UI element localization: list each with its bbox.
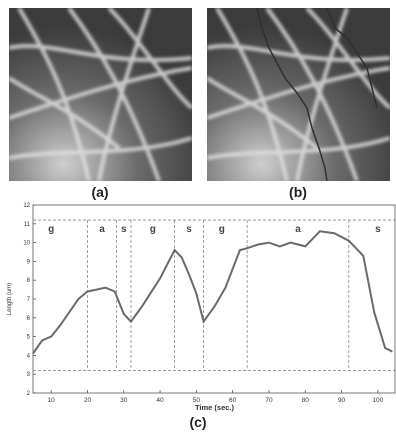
y-tick-label: 5 — [27, 335, 31, 341]
x-axis-label: Time (sec.) — [195, 403, 235, 412]
length-time-chart: 10 20 30 40 50 60 70 80 90 100 2 3 4 5 6 7 8 9 10 11 12 g a s g s… — [7, 203, 396, 412]
x-tick-label: 60 — [229, 397, 237, 404]
phase-label: s — [121, 224, 127, 235]
filament-image-a — [9, 8, 192, 181]
y-tick-label: 11 — [24, 222, 31, 228]
y-tick-label: 10 — [23, 241, 30, 247]
y-tick-label: 9 — [27, 259, 31, 265]
tracked-filament-line-2 — [326, 8, 378, 109]
micrograph-panel-a — [9, 8, 192, 181]
phase-label: g — [48, 224, 54, 235]
y-tick-label: 7 — [27, 297, 31, 303]
phase-label: s — [186, 224, 192, 235]
x-tick-label: 40 — [156, 397, 164, 404]
x-tick-label: 20 — [84, 397, 92, 404]
x-tick-label: 70 — [265, 397, 273, 404]
y-tick-label: 3 — [27, 372, 31, 378]
filament-image-b — [207, 8, 390, 181]
y-tick-label: 2 — [27, 391, 31, 397]
micrograph-panel-b — [207, 8, 390, 181]
y-tick-label: 6 — [27, 316, 31, 322]
panel-label-c: (c) — [189, 414, 207, 430]
phase-label: a — [295, 224, 301, 235]
phase-label: g — [150, 224, 156, 235]
x-tick-label: 80 — [302, 397, 310, 404]
x-tick-label: 90 — [338, 397, 346, 404]
plot-frame — [32, 204, 396, 394]
series-line — [32, 230, 393, 355]
y-tick-label: 4 — [27, 353, 31, 359]
panel-label-b: (b) — [289, 184, 307, 200]
y-tick-label: 12 — [23, 203, 30, 209]
phase-label: s — [375, 224, 381, 235]
phase-label: g — [219, 224, 225, 235]
y-tick-label: 8 — [27, 278, 31, 284]
tracked-filament-line — [256, 8, 328, 181]
x-tick-label: 10 — [48, 397, 56, 404]
phase-label: a — [99, 224, 105, 235]
y-axis-label: Length (um) — [7, 283, 13, 315]
x-tick-label: 30 — [120, 397, 128, 404]
x-tick-label: 50 — [193, 397, 201, 404]
panel-label-a: (a) — [91, 184, 109, 200]
x-tick-label: 100 — [372, 397, 383, 404]
